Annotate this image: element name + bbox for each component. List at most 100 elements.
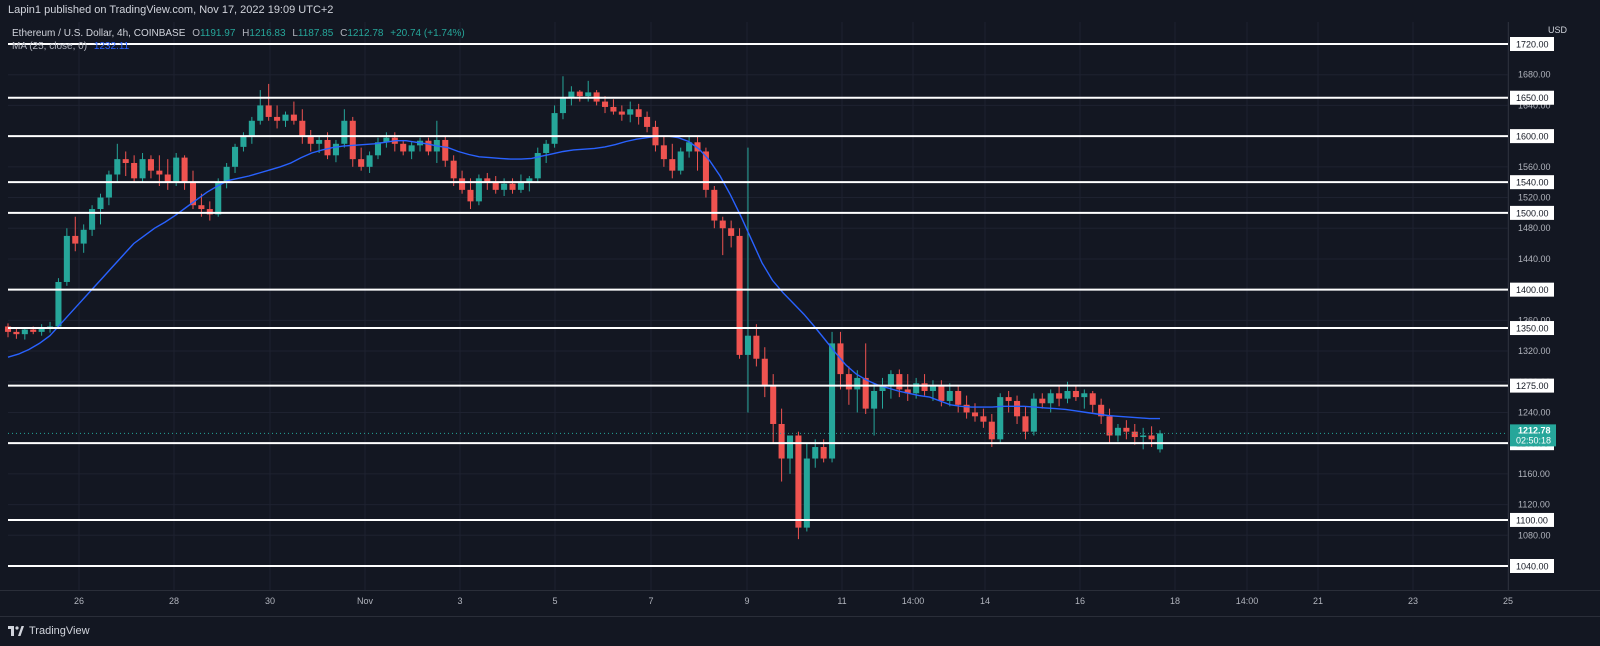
candle-up[interactable] [871, 390, 878, 409]
candle-down[interactable] [156, 170, 163, 175]
candle-up[interactable] [475, 178, 482, 202]
candle-down[interactable] [896, 374, 903, 390]
candle-up[interactable] [374, 142, 382, 156]
candle-down[interactable] [198, 205, 205, 210]
candle-up[interactable] [551, 113, 558, 144]
candle-up[interactable] [744, 335, 751, 355]
candle-up[interactable] [946, 390, 953, 401]
candle-down[interactable] [862, 377, 869, 409]
candle-up[interactable] [248, 120, 255, 137]
candle-down[interactable] [955, 390, 962, 405]
candle-up[interactable] [686, 142, 693, 152]
candlestick-chart[interactable]: 1040.001080.001120.001160.001200.001240.… [0, 22, 1600, 616]
candle-down[interactable] [349, 120, 356, 160]
candle-up[interactable] [501, 183, 508, 190]
candle-up[interactable] [223, 166, 230, 183]
candle-up[interactable] [21, 329, 28, 335]
chart-area[interactable]: 1040.001080.001120.001160.001200.001240.… [0, 22, 1600, 616]
candle-down[interactable] [770, 385, 777, 424]
candle-up[interactable] [829, 343, 836, 459]
candle-down[interactable] [728, 228, 735, 236]
candle-down[interactable] [1131, 431, 1138, 438]
candle-up[interactable] [240, 136, 247, 147]
candle-down[interactable] [795, 435, 802, 528]
candle-down[interactable] [13, 331, 20, 335]
candle-up[interactable] [812, 447, 819, 459]
candle-up[interactable] [38, 328, 45, 332]
candle-up[interactable] [63, 235, 70, 282]
candle-down[interactable] [1014, 400, 1021, 417]
candle-up[interactable] [105, 174, 112, 198]
candle-up[interactable] [1047, 393, 1054, 404]
candle-down[interactable] [450, 160, 457, 179]
candle-down[interactable] [736, 235, 743, 355]
candle-up[interactable] [80, 229, 87, 244]
candle-down[interactable] [904, 389, 911, 394]
candle-up[interactable] [316, 139, 323, 144]
candle-down[interactable] [442, 139, 449, 161]
candle-down[interactable] [72, 235, 79, 244]
candle-up[interactable] [627, 109, 634, 115]
candle-up[interactable] [383, 137, 390, 143]
candle-up[interactable] [1081, 393, 1088, 398]
candle-down[interactable] [467, 189, 474, 202]
candle-down[interactable] [711, 189, 718, 221]
candle-down[interactable] [820, 447, 827, 459]
candle-up[interactable] [408, 145, 415, 152]
candle-up[interactable] [173, 157, 180, 183]
candle-down[interactable] [1039, 398, 1046, 404]
candle-up[interactable] [55, 281, 62, 327]
candle-up[interactable] [232, 146, 239, 167]
candle-up[interactable] [341, 120, 348, 144]
candle-down[interactable] [644, 116, 651, 127]
candle-down[interactable] [484, 178, 491, 183]
candle-down[interactable] [459, 178, 466, 190]
candle-down[interactable] [265, 105, 272, 117]
candle-down[interactable] [719, 220, 726, 229]
candle-up[interactable] [282, 114, 289, 121]
candle-down[interactable] [980, 416, 987, 422]
candle-up[interactable] [677, 151, 684, 171]
candle-down[interactable] [1148, 435, 1155, 440]
candle-down[interactable] [601, 101, 609, 107]
candle-down[interactable] [1098, 404, 1105, 417]
candle-up[interactable] [89, 209, 96, 230]
candle-down[interactable] [425, 140, 432, 152]
candle-up[interactable] [97, 197, 104, 210]
candle-down[interactable] [761, 358, 768, 386]
candle-up[interactable] [1156, 433, 1164, 450]
candle-down[interactable] [845, 374, 852, 390]
candle-down[interactable] [299, 120, 306, 137]
candle-down[interactable] [1056, 393, 1063, 399]
candle-up[interactable] [1030, 398, 1037, 432]
candle-up[interactable] [257, 105, 264, 121]
candle-down[interactable] [1123, 427, 1130, 432]
candle-up[interactable] [215, 182, 222, 215]
candle-up[interactable] [929, 385, 936, 391]
ma-row[interactable]: MA (25, close, 0) 1232.11 [12, 40, 465, 53]
candle-up[interactable] [1064, 390, 1071, 399]
candle-up[interactable] [1140, 435, 1147, 438]
candle-up[interactable] [887, 374, 894, 386]
candle-down[interactable] [576, 91, 583, 97]
candle-down[interactable] [492, 182, 499, 190]
candle-down[interactable] [694, 142, 701, 152]
candle-up[interactable] [879, 385, 886, 391]
candle-down[interactable] [610, 106, 617, 112]
candle-down[interactable] [618, 111, 625, 115]
candle-down[interactable] [131, 162, 138, 179]
candle-down[interactable] [189, 182, 197, 206]
candle-up[interactable] [559, 97, 567, 114]
candle-down[interactable] [1005, 397, 1012, 401]
candle-down[interactable] [147, 159, 154, 171]
candle-down[interactable] [963, 404, 970, 413]
symbol-title[interactable]: Ethereum / U.S. Dollar, 4h, COINBASE [12, 28, 186, 39]
candle-down[interactable] [1106, 416, 1113, 436]
candle-down[interactable] [206, 209, 213, 215]
candle-up[interactable] [332, 143, 339, 156]
candle-up[interactable] [786, 435, 794, 459]
candle-down[interactable] [307, 136, 314, 144]
candle-down[interactable] [1072, 390, 1079, 398]
candle-down[interactable] [660, 145, 667, 160]
candle-down[interactable] [274, 116, 281, 121]
